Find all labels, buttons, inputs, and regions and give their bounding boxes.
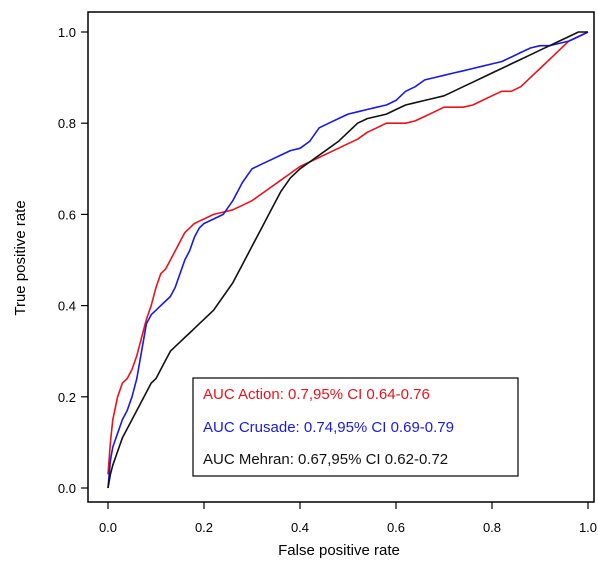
x-tick-label: 0.0 [99, 520, 117, 535]
legend-entry-action: AUC Action: 0.7,95% CI 0.64-0.76 [203, 386, 430, 403]
x-axis: 0.0 0.2 0.4 0.6 0.8 1.0 [99, 502, 597, 535]
y-tick-label: 1.0 [58, 25, 76, 40]
y-tick-label: 0.6 [58, 207, 76, 222]
series-line-crusade [107, 31, 589, 489]
y-tick-label: 0.2 [58, 390, 76, 405]
x-tick-label: 0.2 [195, 520, 213, 535]
plot-frame [87, 11, 595, 503]
series-line-action [107, 31, 589, 475]
x-tick-label: 0.6 [387, 520, 405, 535]
x-axis-title: False positive rate [278, 542, 400, 559]
legend-entry-crusade: AUC Crusade: 0.74,95% CI 0.69-0.79 [203, 419, 454, 436]
series-line-mehran [107, 31, 588, 489]
y-tick-label: 0.4 [58, 299, 76, 314]
x-tick-label: 0.4 [291, 520, 309, 535]
legend-entry-mehran: AUC Mehran: 0.67,95% CI 0.62-0.72 [203, 451, 448, 468]
y-tick-label: 0.8 [58, 116, 76, 131]
series-lines [107, 31, 589, 489]
y-axis-title: True positive rate [12, 200, 29, 315]
legend-box [192, 377, 519, 477]
legend: AUC Action: 0.7,95% CI 0.64-0.76 AUC Cru… [192, 377, 519, 477]
x-tick-label: 1.0 [579, 520, 597, 535]
x-tick-label: 0.8 [483, 520, 501, 535]
y-axis: 0.0 0.2 0.4 0.6 0.8 1.0 [58, 25, 88, 496]
y-tick-label: 0.0 [58, 481, 76, 496]
